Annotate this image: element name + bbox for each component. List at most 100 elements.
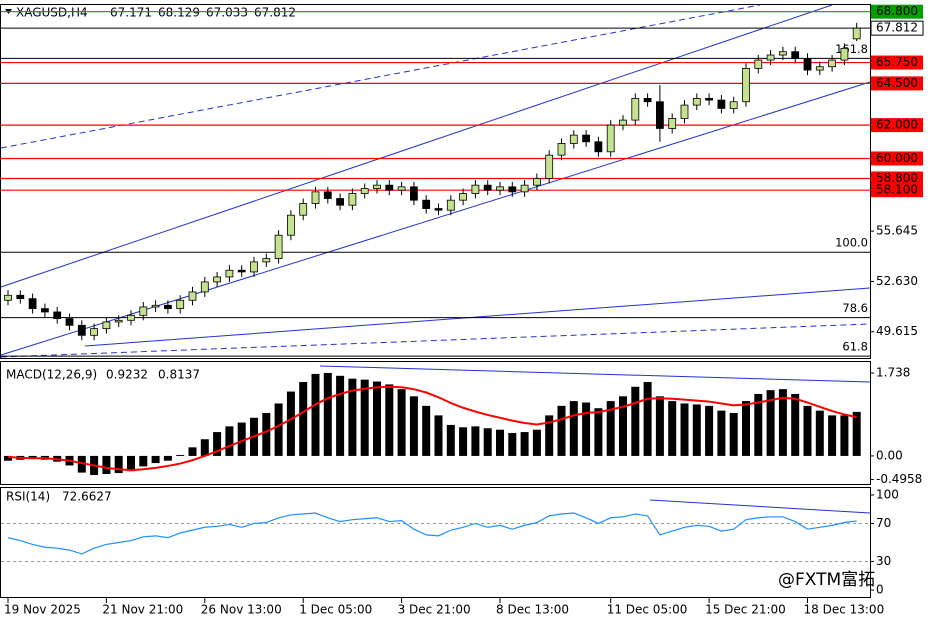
macd-bar [446,424,455,456]
candle-body [668,118,677,129]
macd-value: 0.9232 [106,368,148,382]
macd-panel-frame [0,361,871,485]
candle-body [840,47,849,61]
macd-signal-value: 0.8137 [158,368,200,382]
rsi-y-tick-label: 100 [876,487,899,501]
candle-body [643,98,652,103]
macd-bar [520,432,529,456]
macd-bar [385,384,394,456]
macd-bar [237,422,246,456]
macd-bar [754,393,763,456]
macd-bar [151,455,160,464]
level-label-box [871,76,923,91]
rsi-panel-frame [0,487,871,598]
macd-bar [299,382,308,456]
macd-bar [815,410,824,456]
candle-body [828,59,836,68]
candle-body [705,98,713,101]
level-label-box [871,4,923,19]
macd-bar [668,401,677,456]
macd-bar [729,413,738,456]
rsi-value: 72.6627 [62,490,112,504]
x-tick-label: 18 Dec 13:00 [804,603,885,617]
candle-body [582,134,590,143]
candle-body [139,306,148,316]
macd-bar [373,381,381,456]
level-label-box [871,118,923,133]
channel-dashed [0,4,761,149]
level-label: 64.500 [876,76,918,90]
level-label-box [871,171,923,186]
ohlc-open: 67.171 [110,6,152,20]
candle-body [717,99,726,109]
y-tick-label: 52.630 [876,274,918,288]
candle-body [385,184,394,191]
macd-trend-line [319,365,871,383]
macd-bar [274,403,283,456]
current-price-box [870,20,924,36]
candle-body [41,308,49,313]
fib-label: 61.8 [842,340,868,354]
candle-body [754,59,763,69]
x-tick-label: 19 Nov 2025 [4,603,81,617]
candle-body [656,101,664,129]
macd-bar [791,393,800,456]
macd-bar [434,415,443,456]
candle-body [188,291,197,301]
level-label: 62.000 [876,118,918,132]
macd-bar [508,433,517,456]
ohlc-high: 68.129 [158,6,200,20]
macd-y-tick-label: 0.00 [876,448,903,462]
macd-bar [557,405,566,456]
macd-bar [323,372,332,456]
macd-bar [840,415,849,456]
candle-body [323,191,332,199]
candle-body [77,324,86,336]
candle-body [779,51,787,56]
level-label: 60.000 [876,151,918,165]
macd-bar [483,428,492,456]
macd-bar [766,390,775,456]
fib-label: 100.0 [835,236,868,250]
candle-body [348,193,357,206]
macd-y-tick-label: 1.738 [876,366,910,380]
candle-body [852,27,861,40]
candle-body [225,269,234,278]
macd-bar [336,375,345,456]
level-label: 58.800 [876,171,918,185]
macd-bar [606,401,615,456]
candle-body [409,186,418,201]
rsi-y-tick-label: 0 [876,583,884,597]
macd-bar [631,386,640,456]
candle-body [594,141,603,153]
rsi-trend-line [649,499,871,514]
candle-body [533,178,541,186]
candle-body [114,319,123,323]
candle-body [397,186,406,191]
macd-bar [582,402,591,456]
macd-bar [594,408,603,456]
macd-bar [828,415,837,456]
channel-upper [0,4,833,288]
ohlc-close: 67.812 [254,6,296,20]
candle-body [742,67,750,103]
candle-body [28,298,37,310]
candle-body [360,188,369,194]
fib-label: 161.8 [835,42,868,56]
candle-body [250,261,258,273]
macd-bar [77,455,86,473]
symbol: XAGUSD,H4 [16,6,88,20]
candle-body [16,294,25,300]
fib-label: 78.6 [842,301,868,315]
x-tick-label: 8 Dec 13:00 [496,603,569,617]
candle-body [213,276,222,283]
candle-body [680,104,689,119]
macd-bar [619,396,627,456]
macd-bar [188,447,197,456]
candle-body [373,184,381,189]
macd-bar [471,426,480,456]
macd-bar [409,396,418,456]
candle-body [508,186,517,193]
